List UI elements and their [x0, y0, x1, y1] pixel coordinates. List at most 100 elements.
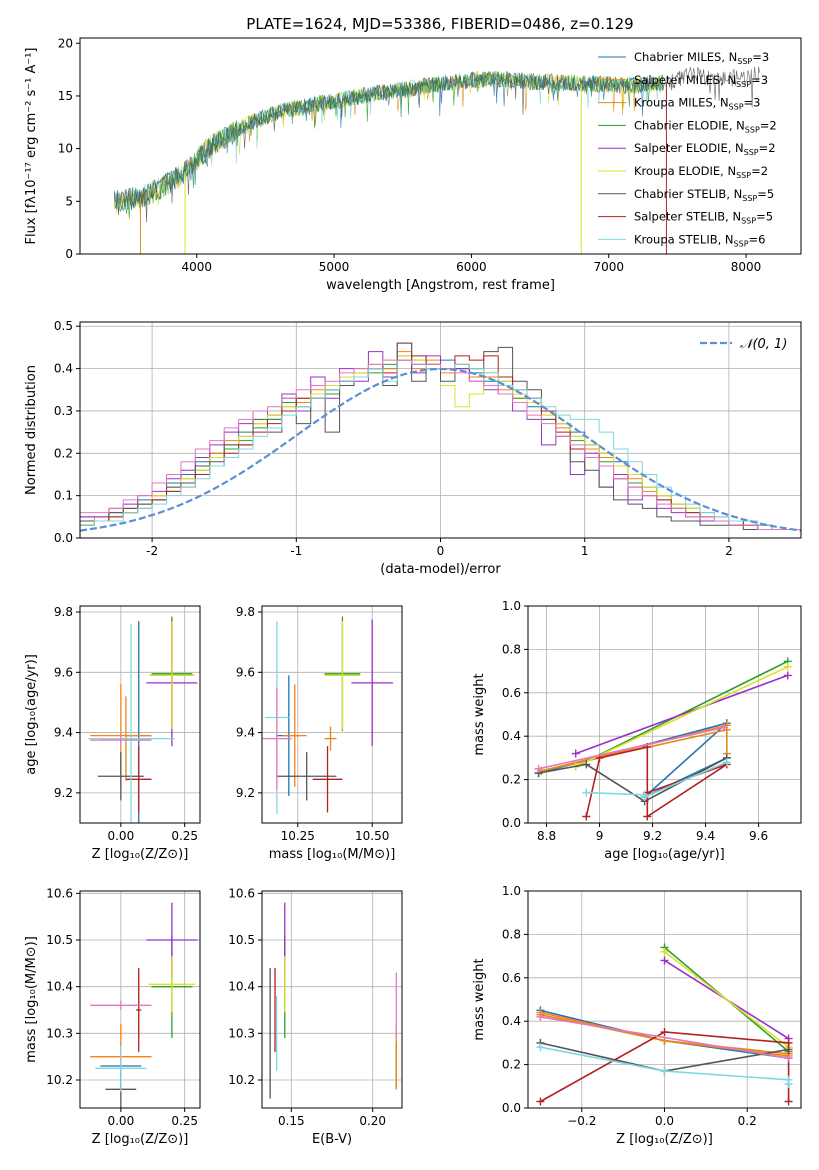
- y-tick-label: 0.0: [54, 531, 73, 545]
- y-tick-label: 9.4: [236, 726, 255, 740]
- legend-entry: Kroupa MILES, NSSP=3: [634, 96, 760, 112]
- y-tick-label: 0.4: [502, 729, 521, 743]
- x-tick-label: 0: [437, 544, 445, 558]
- x-tick-label: 0.25: [171, 829, 198, 843]
- weight-marker: [643, 812, 652, 821]
- weight-marker: [582, 760, 591, 769]
- axes-frame: [527, 605, 802, 824]
- x-tick-label: 9.4: [696, 829, 715, 843]
- errorbars: [90, 902, 198, 1108]
- y-axis-label: age [log₁₀(age/yr)]: [24, 654, 39, 775]
- weight-marker: [660, 947, 669, 956]
- spectrum-lines: [114, 66, 760, 254]
- legend-entry: Chabrier MILES, NSSP=3: [634, 50, 769, 66]
- weight-marker: [784, 1054, 793, 1063]
- age-z-panel: 0.00 0.25 9.2 9.4 9.6 9.8 Z [log₁₀(Z/Z⊙)] age […: [24, 605, 201, 862]
- y-tick-label: 10.3: [46, 1026, 73, 1040]
- weight-line: [664, 951, 790, 1048]
- x-axis-label: E(B-V): [312, 1132, 352, 1147]
- x-tick-label: 4000: [181, 260, 212, 274]
- weight-marker: [784, 1038, 793, 1047]
- y-tick-label: 9.4: [54, 726, 73, 740]
- y-tick-label: 10.4: [46, 980, 73, 994]
- weight-marker: [660, 956, 669, 965]
- weight-lines: [534, 657, 792, 821]
- x-tick-label: 8000: [731, 260, 762, 274]
- weight-marker: [582, 788, 591, 797]
- weight-line: [540, 1016, 789, 1059]
- weight-lines: [536, 943, 793, 1106]
- y-tick-label: 0.0: [502, 1101, 521, 1115]
- x-axis-label: Z [log₁₀(Z/Z⊙)]: [616, 1132, 713, 1147]
- y-tick-label: 1.0: [502, 599, 521, 613]
- x-tick-label: 0.00: [107, 1114, 134, 1128]
- y-tick-label: 10.2: [46, 1073, 73, 1087]
- weight-line: [538, 726, 725, 770]
- mass-z-panel: 0.00 0.25 10.2 10.3 10.4 10.5 10.6 Z [log₁₀(Z/Z…: [24, 886, 201, 1147]
- residual-panel: -2 -1 0 1 2 0.0 0.1 0.2 0.3 0.4 0.5 (data-model)/er…: [24, 319, 802, 577]
- legend-entry: Kroupa STELIB, NSSP=6: [634, 232, 765, 248]
- y-axis-label: mass weight: [472, 673, 487, 755]
- weight-line: [575, 666, 789, 768]
- y-tick-label: 1.0: [502, 884, 521, 898]
- y-tick-label: 9.8: [236, 605, 255, 619]
- weight-marker: [660, 1028, 669, 1037]
- y-tick-label: 0.6: [502, 686, 521, 700]
- y-tick-label: 0.2: [54, 446, 73, 460]
- spectrum-panel: 4000 5000 6000 7000 8000 0 5 10 15 20 wavelength […: [24, 36, 802, 293]
- weight-marker: [660, 1067, 669, 1076]
- x-tick-label: 0.15: [278, 1114, 305, 1128]
- legend-entry: Salpeter MILES, NSSP=3: [634, 73, 768, 89]
- x-axis-label: (data-model)/error: [380, 562, 501, 577]
- axes-frame: [261, 890, 403, 1109]
- axes-frame: [79, 890, 201, 1109]
- weight-marker: [784, 1080, 793, 1089]
- weight-marker: [783, 662, 792, 671]
- x-tick-label: 0.00: [107, 829, 134, 843]
- y-tick-label: 15: [58, 89, 73, 103]
- y-tick-label: 0.6: [502, 971, 521, 985]
- age-mass-panel: 10.25 10.50 9.2 9.4 9.6 9.8 mass [log₁₀(M/M⊙)]: [236, 605, 403, 862]
- legend-entry: Kroupa ELODIE, NSSP=2: [634, 164, 768, 180]
- y-tick-label: 0.4: [54, 362, 73, 376]
- x-tick-label: 0.20: [359, 1114, 386, 1128]
- mass-ebv-panel: 0.15 0.20 10.2 10.3 10.4 10.5 10.6 E(B-V): [228, 886, 403, 1147]
- x-tick-label: 6000: [456, 260, 487, 274]
- weight-marker: [720, 723, 729, 732]
- x-tick-label: -1: [290, 544, 302, 558]
- y-axis-label: mass [log₁₀(M/M⊙)]: [24, 936, 39, 1063]
- y-tick-label: 0.3: [54, 404, 73, 418]
- gaussian-curve: [80, 367, 801, 532]
- weight-line: [575, 674, 788, 755]
- x-tick-label: 1: [581, 544, 589, 558]
- x-axis-label: age [log₁₀(age/yr)]: [604, 847, 725, 862]
- y-tick-label: 9.2: [236, 786, 255, 800]
- weight-marker: [783, 671, 792, 680]
- weight-marker: [640, 792, 649, 801]
- x-tick-label: 10.50: [355, 829, 389, 843]
- axes-frame: [79, 605, 201, 824]
- weight-marker: [722, 758, 731, 767]
- x-tick-label: 7000: [593, 260, 624, 274]
- spectrum-line: [114, 66, 760, 223]
- legend-entry: Chabrier ELODIE, NSSP=2: [634, 118, 777, 134]
- errorbars: [262, 616, 394, 814]
- y-tick-label: 10.4: [228, 980, 255, 994]
- y-tick-label: 9.2: [54, 786, 73, 800]
- histogram-step: [80, 359, 801, 531]
- x-tick-label: 9: [596, 829, 604, 843]
- x-axis-label: Z [log₁₀(Z/Z⊙)]: [92, 847, 189, 862]
- weight-line: [585, 745, 728, 818]
- y-tick-label: 10.3: [228, 1026, 255, 1040]
- y-tick-label: 0.1: [54, 489, 73, 503]
- y-tick-label: 0.2: [502, 773, 521, 787]
- weight-marker: [534, 764, 543, 773]
- y-tick-label: 9.6: [54, 665, 73, 679]
- weight-marker: [571, 749, 580, 758]
- weight-z-panel: −0.2 0.0 0.2 0.0 0.2 0.4 0.6 0.8 1.0 Z [log₁₀(Z/Z…: [472, 884, 802, 1147]
- x-tick-label: 2: [725, 544, 733, 558]
- y-tick-label: 0.4: [502, 1014, 521, 1028]
- errorbars: [269, 902, 397, 1099]
- y-axis-label: Flux [fλ10⁻¹⁷ erg cm⁻² s⁻¹ A⁻¹]: [24, 48, 39, 245]
